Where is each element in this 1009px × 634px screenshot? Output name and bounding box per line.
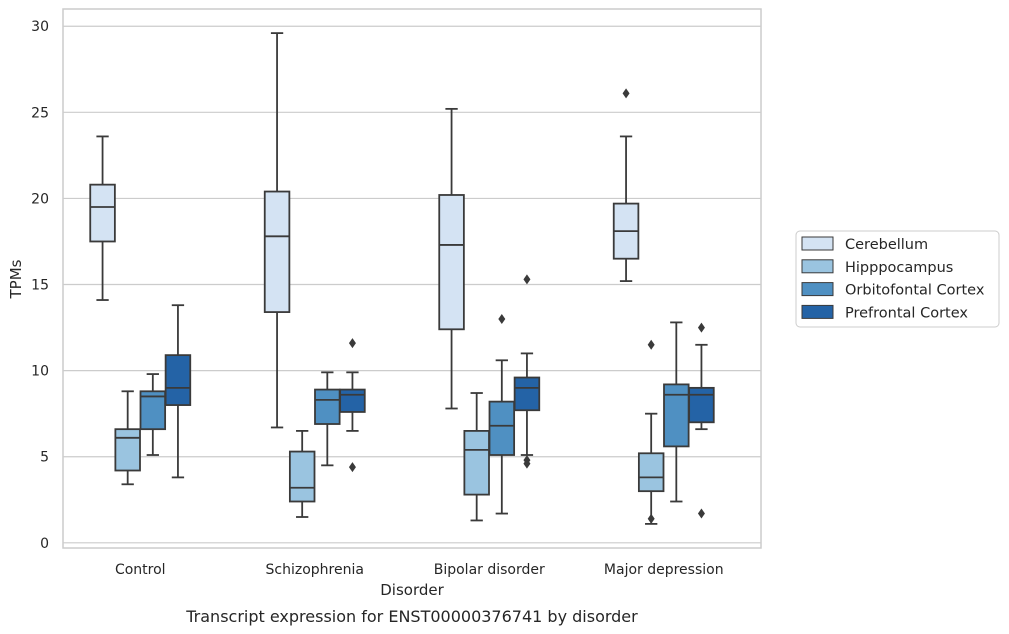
outlier-point (523, 274, 531, 285)
box-orbitofontal-cortex (139, 373, 167, 456)
legend-swatch (801, 259, 834, 274)
legend-swatch (801, 304, 834, 319)
chart-caption: Transcript expression for ENST0000037674… (185, 607, 638, 626)
iqr-box (89, 183, 116, 243)
iqr-box (637, 452, 665, 493)
x-tick-label: Schizophrenia (266, 562, 364, 578)
iqr-box (688, 386, 715, 424)
x-tick-label: Major depression (604, 562, 724, 578)
iqr-box (114, 428, 141, 472)
legend-swatch (801, 282, 834, 297)
x-tick-labels: Control Schizophrenia Bipolar disorder Majo… (115, 562, 724, 578)
x-tick-label: Control (115, 562, 166, 578)
iqr-box (463, 430, 490, 496)
box-plots (89, 32, 715, 525)
box-hipppocampus (114, 390, 141, 486)
y-axis-label: TPMs (7, 259, 25, 299)
iqr-box (339, 388, 366, 413)
iqr-box (438, 194, 465, 331)
outlier-point (498, 313, 506, 324)
plot-frame (62, 8, 762, 549)
box-hipppocampus (637, 339, 665, 525)
legend-swatch (801, 236, 834, 251)
legend-label: Prefrontal Cortex (845, 305, 968, 321)
iqr-box (288, 450, 316, 503)
iqr-box (314, 388, 341, 425)
legend-frame (795, 230, 1000, 328)
outlier-point (622, 88, 630, 99)
y-tick-label: 20 (31, 191, 49, 207)
box-cerebellum (89, 135, 116, 301)
outlier-point (697, 322, 705, 333)
outlier-point (697, 508, 705, 519)
iqr-box (139, 390, 167, 431)
y-tick-label: 30 (31, 19, 49, 35)
iqr-box (164, 354, 192, 406)
legend-label: Orbitofontal Cortex (845, 283, 985, 299)
x-tick-label: Bipolar disorder (434, 562, 545, 578)
legend: Cerebellum Hipppocampus Orbitofontal Corte… (795, 230, 1000, 328)
box-cerebellum (612, 88, 640, 282)
outlier-point (647, 339, 655, 350)
iqr-box (488, 400, 516, 456)
outlier-point (647, 513, 655, 524)
outlier-point (348, 462, 356, 473)
y-tick-label: 25 (31, 105, 49, 121)
box-orbitofontal-cortex (488, 313, 516, 515)
box-cerebellum (263, 32, 291, 429)
y-tick-label: 0 (40, 536, 49, 552)
outlier-point (523, 458, 531, 469)
box-prefrontal-cortex (688, 322, 715, 519)
y-tick-labels: 0 5 10 15 20 25 30 (31, 19, 49, 552)
box-hipppocampus (288, 430, 316, 518)
box-prefrontal-cortex (513, 274, 541, 469)
box-hipppocampus (463, 392, 490, 522)
y-tick-label: 5 (40, 450, 49, 466)
box-cerebellum (438, 107, 465, 410)
iqr-box (513, 376, 541, 412)
y-tick-label: 15 (31, 278, 49, 294)
x-axis-label: Disorder (380, 581, 444, 599)
iqr-box (263, 190, 291, 313)
y-tick-label: 10 (31, 364, 49, 380)
legend-label: Cerebellum (845, 237, 928, 253)
box-prefrontal-cortex (339, 338, 366, 473)
outlier-point (348, 338, 356, 349)
iqr-box (663, 383, 690, 448)
legend-label: Hipppocampus (845, 260, 953, 276)
box-prefrontal-cortex (164, 304, 192, 479)
